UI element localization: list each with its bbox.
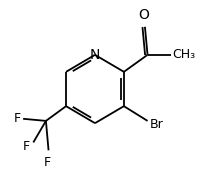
Text: F: F (44, 156, 51, 169)
Text: F: F (13, 112, 20, 125)
Text: N: N (90, 48, 100, 62)
Text: F: F (23, 140, 30, 153)
Text: O: O (139, 8, 150, 22)
Text: CH₃: CH₃ (172, 48, 196, 61)
Text: Br: Br (150, 118, 164, 131)
